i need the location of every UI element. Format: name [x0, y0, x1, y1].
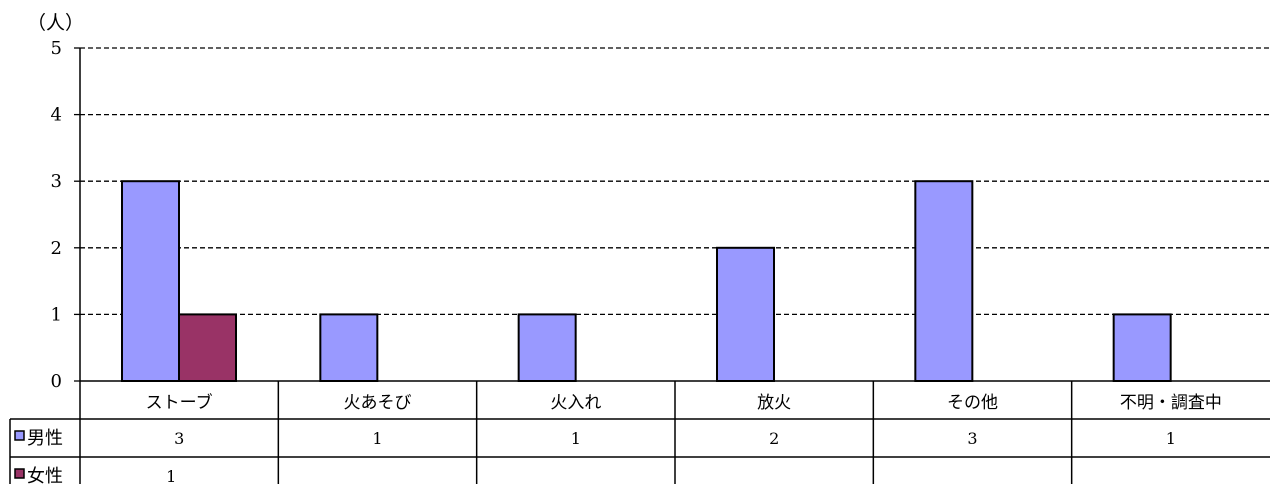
bars [121, 180, 1172, 382]
y-tick-label: 1 [51, 304, 62, 325]
bar-male [517, 313, 577, 382]
bar-female [178, 313, 237, 382]
table-cell-value: 1 [1166, 429, 1176, 448]
y-tick-label: 5 [51, 38, 62, 59]
category-label: ストーブ [146, 392, 213, 413]
bar-male [716, 246, 775, 382]
legend-series-name: 女性 [27, 466, 63, 484]
y-tick-label: 2 [51, 238, 62, 259]
legend-swatch-male [14, 430, 25, 441]
category-label: 放火 [757, 393, 791, 413]
table-cell-value: 1 [571, 429, 581, 448]
y-axis-ticks: 0 1 2 3 4 5 [51, 38, 80, 392]
bar-male [121, 180, 180, 382]
table-cell-value: 3 [967, 429, 977, 448]
bar-male [1112, 313, 1172, 382]
category-label: 火入れ [550, 393, 601, 413]
category-label: その他 [947, 393, 998, 413]
legend-series-name: 男性 [27, 428, 63, 449]
legend-swatch-female [14, 468, 25, 479]
y-axis-unit-label: （人） [27, 12, 84, 34]
table-cell-value: 3 [174, 429, 184, 448]
table-cell-value: 2 [769, 429, 779, 448]
y-tick-label: 0 [51, 371, 62, 392]
category-label: 火あそび [344, 393, 412, 413]
axes [79, 48, 1270, 382]
y-tick-label: 3 [51, 171, 62, 192]
bar-male [914, 180, 974, 382]
y-tick-label: 4 [51, 105, 62, 126]
bar-male [319, 313, 379, 382]
table-cell-value: 1 [166, 467, 176, 484]
category-label: 不明・調査中 [1120, 393, 1222, 413]
gridlines [80, 47, 1270, 316]
table-cell-value: 1 [372, 429, 382, 448]
